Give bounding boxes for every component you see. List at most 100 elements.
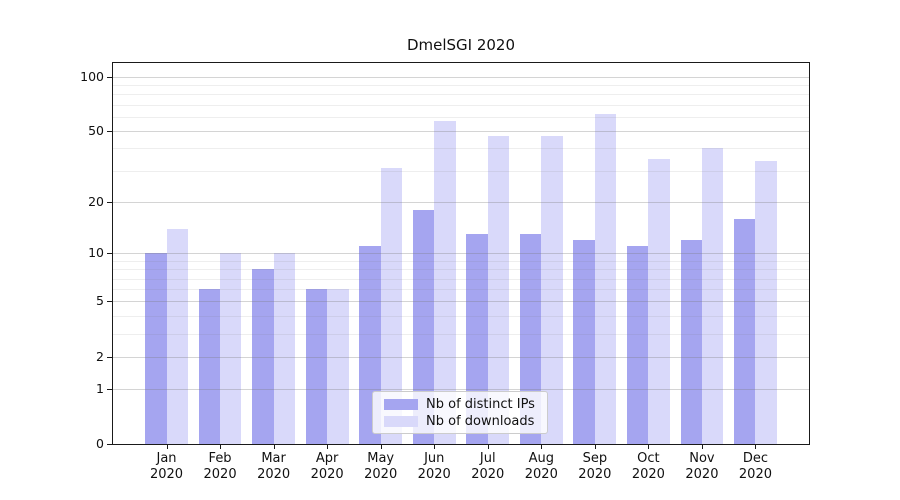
x-tick-year: 2020 bbox=[310, 466, 344, 482]
y-tick-label-2: 2 bbox=[96, 348, 104, 364]
gridline-3 bbox=[113, 333, 809, 335]
y-tick-label-20: 20 bbox=[88, 193, 104, 209]
gridline-7 bbox=[113, 278, 809, 280]
x-tick-month: Aug bbox=[528, 451, 554, 466]
x-tick-label-nov-2020: Nov 2020 bbox=[672, 451, 732, 482]
x-tick-label-sep-2020: Sep 2020 bbox=[565, 451, 625, 482]
legend-item-downloads: Nb of downloads bbox=[384, 413, 547, 430]
x-tick-mark-apr bbox=[327, 445, 329, 449]
x-tick-mark-sep bbox=[594, 445, 596, 449]
x-tick-mark-nov bbox=[701, 445, 703, 449]
x-tick-year: 2020 bbox=[149, 466, 184, 482]
gridline-50 bbox=[113, 131, 809, 133]
x-tick-year: 2020 bbox=[631, 466, 665, 482]
plot-area bbox=[112, 62, 810, 445]
x-tick-label-mar-2020: Mar 2020 bbox=[244, 451, 304, 482]
gridline-9 bbox=[113, 260, 809, 262]
gridline-2 bbox=[113, 356, 809, 358]
x-tick-label-may-2020: May 2020 bbox=[351, 451, 411, 482]
gridline-100 bbox=[113, 76, 809, 78]
x-tick-year: 2020 bbox=[257, 466, 291, 482]
x-tick-mark-mar bbox=[273, 445, 275, 449]
x-tick-mark-feb bbox=[220, 445, 222, 449]
bar-downloads-jan bbox=[166, 228, 188, 444]
y-tick-label-100: 100 bbox=[80, 68, 104, 84]
y-tick-label-0: 0 bbox=[96, 436, 104, 451]
legend-label-distinct-ips: Nb of distinct IPs bbox=[426, 397, 535, 412]
bar-ips-mar bbox=[252, 269, 274, 444]
chart-title: DmelSGI 2020 bbox=[406, 36, 516, 54]
gridline-1 bbox=[113, 388, 809, 390]
x-tick-month: Nov bbox=[689, 451, 715, 466]
x-tick-month: Sep bbox=[582, 451, 608, 466]
gridline-4 bbox=[113, 315, 809, 317]
x-tick-label-feb-2020: Feb 2020 bbox=[190, 451, 250, 482]
bar-downloads-sep bbox=[594, 114, 617, 444]
bar-ips-nov bbox=[680, 239, 702, 444]
x-tick-month: Jul bbox=[479, 451, 496, 466]
gridline-70 bbox=[113, 104, 809, 106]
gridline-20 bbox=[113, 201, 809, 203]
x-tick-year: 2020 bbox=[685, 466, 719, 482]
y-tick-mark-50 bbox=[107, 131, 112, 133]
x-tick-year: 2020 bbox=[203, 466, 237, 482]
gridline-80 bbox=[113, 94, 809, 96]
gridline-8 bbox=[113, 269, 809, 271]
y-tick-label-50: 50 bbox=[88, 123, 104, 139]
x-tick-label-aug-2020: Aug 2020 bbox=[511, 451, 571, 482]
legend-item-distinct-ips: Nb of distinct IPs bbox=[384, 396, 547, 413]
y-tick-mark-5 bbox=[107, 301, 112, 303]
x-tick-month: Jun bbox=[424, 451, 445, 466]
bar-downloads-may bbox=[380, 168, 403, 444]
x-tick-year: 2020 bbox=[524, 466, 558, 482]
bar-ips-oct bbox=[626, 246, 649, 444]
x-tick-month: May bbox=[367, 451, 395, 466]
y-tick-label-5: 5 bbox=[96, 293, 104, 309]
x-tick-month: Mar bbox=[261, 451, 286, 466]
bar-ips-jun bbox=[412, 209, 435, 444]
x-tick-month: Feb bbox=[208, 451, 232, 466]
bar-downloads-mar bbox=[273, 253, 295, 444]
x-tick-mark-jan bbox=[166, 445, 168, 449]
bar-ips-dec bbox=[734, 218, 756, 444]
bar-ips-feb bbox=[198, 289, 221, 444]
x-tick-month: Oct bbox=[637, 451, 660, 466]
x-tick-year: 2020 bbox=[578, 466, 612, 482]
legend-swatch-distinct-ips bbox=[384, 399, 418, 410]
gridline-40 bbox=[113, 148, 809, 150]
x-tick-mark-jul bbox=[487, 445, 489, 449]
y-tick-label-10: 10 bbox=[88, 245, 104, 261]
legend-label-downloads: Nb of downloads bbox=[426, 414, 535, 429]
x-tick-label-jun-2020: Jun 2020 bbox=[404, 451, 464, 482]
x-tick-label-jul-2020: Jul 2020 bbox=[458, 451, 518, 482]
x-tick-month: Apr bbox=[315, 451, 339, 466]
y-tick-mark-100 bbox=[107, 76, 112, 78]
gridline-10 bbox=[113, 253, 809, 255]
y-tick-label-1: 1 bbox=[96, 380, 104, 396]
x-tick-mark-aug bbox=[541, 445, 543, 449]
y-tick-mark-0 bbox=[107, 444, 112, 445]
bar-downloads-apr bbox=[327, 289, 349, 444]
legend: Nb of distinct IPs Nb of downloads bbox=[372, 391, 548, 434]
x-tick-mark-may bbox=[380, 445, 382, 449]
gridlines-layer bbox=[113, 63, 809, 444]
x-tick-year: 2020 bbox=[471, 466, 505, 482]
bar-downloads-aug bbox=[541, 135, 563, 444]
y-tick-mark-1 bbox=[107, 388, 112, 390]
bar-ips-sep bbox=[573, 239, 595, 444]
x-tick-year: 2020 bbox=[738, 466, 772, 482]
x-tick-label-oct-2020: Oct 2020 bbox=[618, 451, 678, 482]
bar-downloads-jul bbox=[487, 135, 510, 444]
x-tick-mark-oct bbox=[648, 445, 650, 449]
x-tick-label-jan-2020: Jan 2020 bbox=[137, 451, 197, 482]
x-tick-month: Dec bbox=[742, 451, 769, 466]
bar-downloads-oct bbox=[648, 158, 670, 444]
y-tick-mark-20 bbox=[107, 201, 112, 203]
x-tick-mark-dec bbox=[755, 445, 757, 449]
bar-downloads-jun bbox=[434, 120, 456, 444]
gridline-90 bbox=[113, 85, 809, 86]
bar-downloads-dec bbox=[755, 161, 777, 444]
gridline-6 bbox=[113, 289, 809, 291]
gridline-30 bbox=[113, 170, 809, 172]
